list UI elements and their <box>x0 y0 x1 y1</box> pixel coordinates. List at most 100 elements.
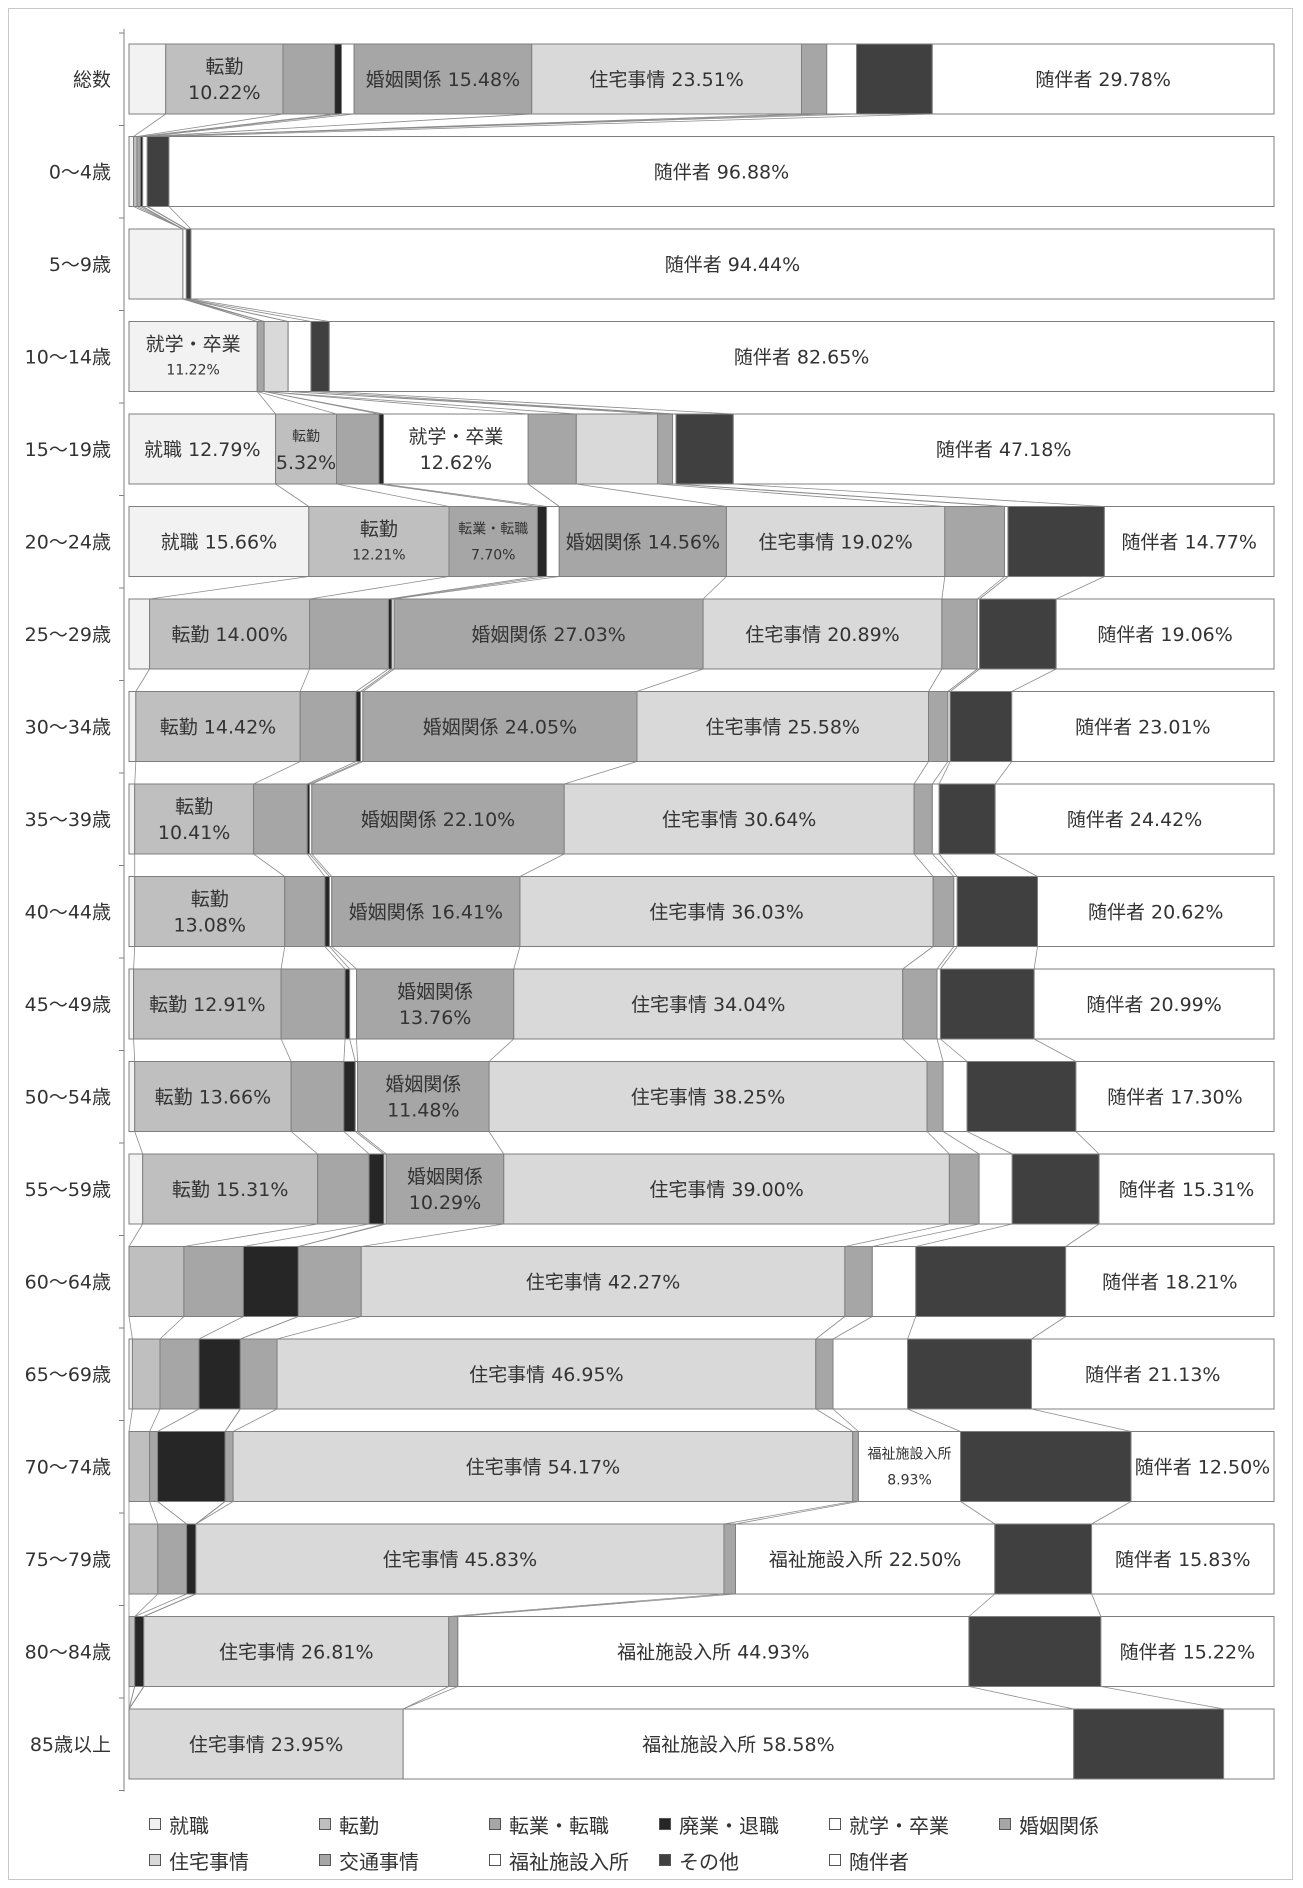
bar-segment <box>183 1246 244 1317</box>
legend-label: 転勤 <box>339 1813 379 1838</box>
category-label: 65〜69歳 <box>25 1364 111 1386</box>
legend-item: 福祉施設入所 <box>489 1845 629 1875</box>
bar-segment <box>297 1246 362 1317</box>
bar-segment <box>871 1246 917 1317</box>
bar-segment <box>356 968 515 1040</box>
series-line <box>994 853 1038 877</box>
bar-segment <box>448 1616 459 1687</box>
bar-segment <box>734 1523 996 1595</box>
series-line <box>527 483 560 507</box>
bar-segment <box>134 1616 145 1687</box>
series-line <box>902 1038 928 1062</box>
series-line <box>309 761 361 785</box>
data-label: 11.22% <box>166 363 219 379</box>
category-label: 45〜49歳 <box>25 994 111 1016</box>
series-line <box>361 1223 504 1247</box>
data-label: 婚姻関係 24.05% <box>423 716 578 738</box>
bar-segment <box>1103 506 1275 577</box>
bar-segment <box>142 1153 319 1225</box>
bar-segment <box>1223 1708 1275 1780</box>
legend-label: 就職 <box>169 1813 209 1838</box>
series-line <box>136 113 284 137</box>
bar-row <box>128 1061 1275 1132</box>
stacked-bar-chart: 総数 0〜4歳 5〜9歳 10〜14歳 15〜19歳 20〜24歳 25〜29歳 30〜34歳… <box>25 29 1275 1792</box>
series-line <box>564 761 638 785</box>
bar-row <box>128 1153 1275 1225</box>
series-line <box>872 1223 980 1247</box>
bar-segment <box>136 136 141 207</box>
series-line <box>157 1408 200 1432</box>
data-label: 随伴者 17.30% <box>1107 1086 1243 1108</box>
bar-segment <box>968 1616 1102 1687</box>
bar-segment <box>383 413 529 485</box>
bar-segment <box>128 1523 159 1595</box>
series-line <box>394 576 560 600</box>
legend-item: 廃業・退職 <box>659 1809 779 1839</box>
category-label: 75〜79歳 <box>25 1549 111 1571</box>
bar-segment <box>276 1338 817 1410</box>
series-line <box>343 1038 346 1062</box>
bar-segment <box>657 413 674 485</box>
category-label: 70〜74歳 <box>25 1457 111 1479</box>
data-label: 福祉施設入所 <box>868 1447 952 1463</box>
legend-item: 転業・転職 <box>489 1809 609 1839</box>
series-line <box>134 1593 187 1617</box>
legend-swatch <box>659 1854 671 1866</box>
series-line <box>968 1686 1074 1710</box>
bar-segment <box>1033 968 1275 1040</box>
bar-segment <box>280 968 346 1040</box>
data-label: 転勤 14.00% <box>171 624 288 646</box>
data-label: 福祉施設入所 58.58% <box>642 1734 835 1756</box>
series-line <box>149 576 309 600</box>
bar-segment <box>128 1338 133 1410</box>
bar-row <box>128 1523 1275 1595</box>
data-label: 福祉施設入所 44.93% <box>617 1641 810 1663</box>
bar-segment <box>536 506 548 577</box>
bar-segment <box>732 413 1275 485</box>
bar-segment <box>157 1523 188 1595</box>
series-line <box>128 1686 145 1710</box>
series-line <box>936 1038 944 1062</box>
bar-segment <box>287 321 312 392</box>
legend-label: 廃業・退職 <box>679 1813 779 1838</box>
data-label: 10.29% <box>409 1192 481 1214</box>
data-label: 10.22% <box>188 82 260 104</box>
series-line <box>576 483 727 507</box>
bar-segment <box>128 321 258 392</box>
series-line <box>142 113 342 137</box>
bar-segment <box>575 413 659 485</box>
series-line <box>232 1408 278 1432</box>
series-line <box>134 761 137 785</box>
bar-segment <box>146 136 170 207</box>
series-line <box>942 1131 980 1155</box>
bar-segment <box>941 598 978 670</box>
bar-segment <box>134 783 255 855</box>
bar-segment <box>1004 506 1009 577</box>
data-label: 随伴者 20.62% <box>1088 901 1224 923</box>
data-label: 随伴者 29.78% <box>1035 69 1171 91</box>
series-line <box>932 853 955 877</box>
data-label: 12.21% <box>352 548 405 564</box>
series-line <box>240 1316 299 1340</box>
bar-row <box>128 43 1275 115</box>
bar-segment <box>311 783 565 855</box>
chart-frame: 総数 0〜4歳 5〜9歳 10〜14歳 15〜19歳 20〜24歳 25〜29歳 30〜34歳… <box>8 8 1293 1880</box>
bar-segment <box>362 691 638 762</box>
bar-row <box>128 1431 1275 1502</box>
series-line <box>362 668 395 692</box>
data-label: 10.41% <box>158 822 230 844</box>
series-line <box>940 946 958 970</box>
bar-segment <box>128 1153 144 1225</box>
bar-segment <box>131 1338 161 1410</box>
bar-segment <box>393 598 704 670</box>
series-line <box>186 298 312 322</box>
series-line <box>168 113 933 137</box>
bar-segment <box>186 1523 197 1595</box>
series-line <box>949 668 980 692</box>
bar-segment <box>134 876 286 947</box>
series-line <box>994 761 1013 785</box>
series-line <box>1055 576 1105 600</box>
bar-segment <box>1073 1708 1225 1780</box>
series-line <box>513 946 521 970</box>
bar-segment <box>1091 1523 1275 1595</box>
